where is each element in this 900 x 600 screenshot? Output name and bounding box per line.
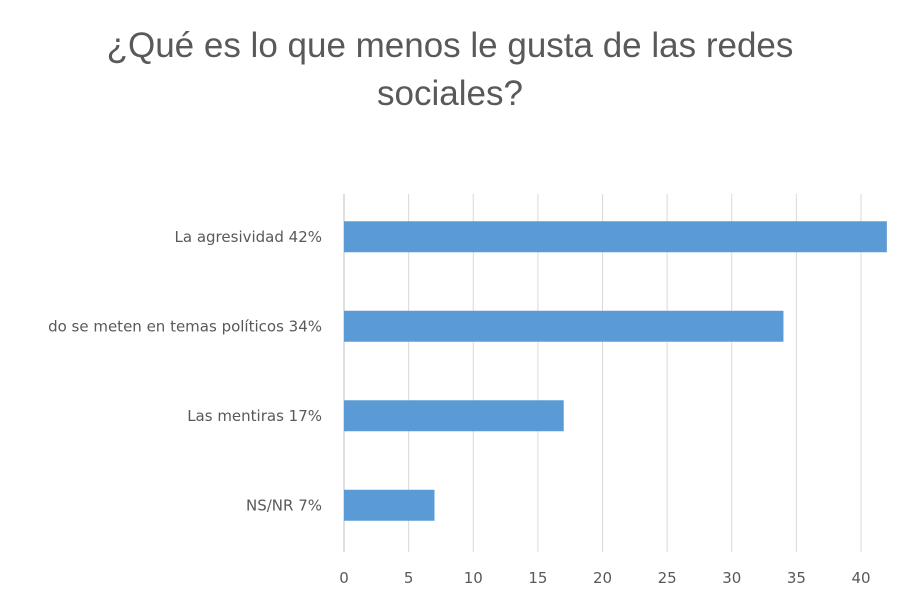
x-tick-label: 30 xyxy=(722,569,741,587)
x-tick-label: 5 xyxy=(404,569,414,587)
bar xyxy=(344,310,784,342)
bar xyxy=(344,221,887,253)
bar xyxy=(344,400,564,432)
x-tick-label: 20 xyxy=(593,569,612,587)
x-tick-label: 15 xyxy=(528,569,547,587)
category-label: do se meten en temas políticos 34% xyxy=(48,317,322,335)
chart-title-line-2: sociales? xyxy=(377,74,523,113)
category-label: Las mentiras 17% xyxy=(187,407,322,425)
chart-title: ¿Qué es lo que menos le gusta de las red… xyxy=(0,22,900,118)
x-tick-label: 10 xyxy=(464,569,483,587)
bar xyxy=(344,489,435,521)
category-label: NS/NR 7% xyxy=(246,496,322,514)
chart-title-line-1: ¿Qué es lo que menos le gusta de las red… xyxy=(106,26,794,65)
x-tick-label: 0 xyxy=(339,569,349,587)
x-tick-label: 25 xyxy=(658,569,677,587)
x-tick-label: 40 xyxy=(851,569,870,587)
x-tick-label: 35 xyxy=(787,569,806,587)
category-label: La agresividad 42% xyxy=(175,228,322,246)
